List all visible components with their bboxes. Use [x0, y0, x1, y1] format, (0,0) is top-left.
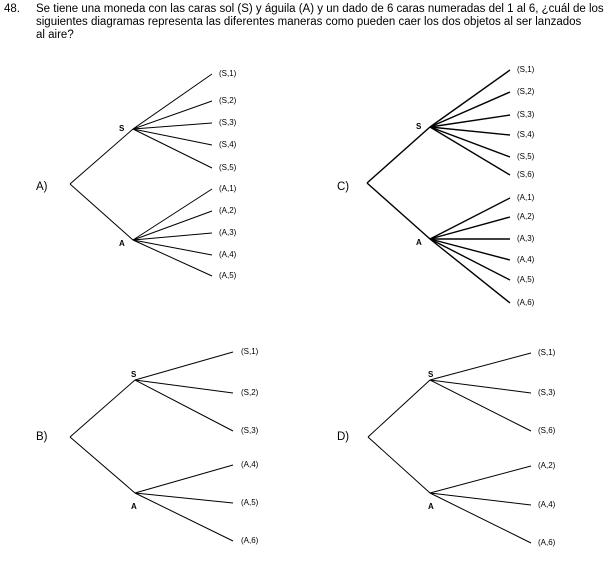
option-d-leaf-label: (A,6)	[538, 538, 556, 547]
option-c-leaf-branch	[429, 126, 511, 176]
question-text: Se tiene una moneda con las caras sol (S…	[36, 3, 610, 42]
option-a-label: A)	[36, 181, 48, 193]
option-a-leaf-branch	[132, 122, 213, 130]
option-a-leaf-label: (S,2)	[219, 96, 237, 105]
option-c-leaf-branch	[429, 238, 511, 281]
question-line-3: al aire?	[36, 29, 74, 41]
option-a-leaf-label: (A,1)	[219, 184, 237, 193]
option-a-leaf-branch	[132, 188, 213, 241]
option-c-leaf-branch	[429, 69, 511, 128]
option-b-branch-a	[69, 436, 136, 494]
option-a-leaf-label: (S,1)	[219, 69, 237, 78]
option-d-branch-a	[367, 436, 431, 494]
option-c-leaf-label: (A,1)	[517, 193, 535, 202]
option-c-branch-s	[366, 126, 431, 184]
option-c-leaf-branch	[429, 126, 511, 158]
option-d-branch-s	[367, 379, 431, 438]
option-c-leaf-label: (A,5)	[517, 275, 535, 284]
option-d-leaf-branch	[429, 379, 532, 432]
question-line-1: Se tiene una moneda con las caras sol (S…	[36, 3, 604, 15]
option-a-node-a: A	[119, 239, 125, 248]
option-b-node-a: A	[131, 502, 137, 511]
option-b-leaf-branch	[134, 492, 234, 542]
option-a-leaf-label: (S,3)	[219, 118, 237, 127]
option-b-leaf-branch	[134, 351, 234, 381]
option-c-leaf-label: (A,2)	[517, 212, 535, 221]
option-d-leaf-branch	[429, 379, 532, 394]
option-a-leaf-label: (S,5)	[219, 163, 237, 172]
option-b-leaf-label: (S,2)	[241, 388, 259, 397]
option-d-leaf-branch	[429, 492, 532, 544]
option-c-leaf-label: (S,5)	[517, 152, 535, 161]
option-d-leaf-branch	[429, 465, 532, 494]
option-a-leaf-branch	[132, 128, 213, 146]
option-a-leaf-branch	[132, 100, 213, 130]
option-a-leaf-branch	[132, 232, 213, 241]
option-b-node-s: S	[131, 370, 137, 379]
option-c-leaf-label: (A,3)	[517, 234, 535, 243]
option-c-node-s: S	[416, 122, 422, 131]
option-a-leaf-branch	[132, 73, 213, 130]
option-a-leaf-label: (S,4)	[219, 140, 237, 149]
option-c-branch-a	[366, 182, 431, 240]
option-c-leaf-branch	[429, 126, 511, 136]
option-c-leaf-label: (S,1)	[517, 65, 535, 74]
option-c-leaf-branch	[429, 114, 511, 128]
option-d-leaf-label: (A,2)	[538, 461, 556, 470]
option-c-node-a: A	[416, 238, 422, 247]
option-d-node-a: A	[428, 502, 434, 511]
option-a-leaf-label: (A,4)	[219, 250, 237, 259]
option-a-branch-a	[69, 183, 134, 241]
option-a-leaf-label: (A,5)	[219, 271, 237, 280]
option-b-leaf-label: (S,3)	[241, 426, 259, 435]
option-c-leaf-label: (S,2)	[517, 87, 535, 96]
option-b-leaf-branch	[134, 379, 234, 394]
option-a-leaf-label: (A,2)	[219, 206, 237, 215]
option-c-leaf-branch	[429, 216, 511, 240]
option-d-node-s: S	[428, 370, 434, 379]
option-b-leaf-branch	[134, 379, 234, 432]
option-b-leaf-label: (A,5)	[241, 498, 259, 507]
option-c-leaf-branch	[429, 91, 511, 128]
option-b-leaf-branch	[134, 464, 234, 494]
option-a-node-s: S	[119, 124, 125, 133]
option-a-branch-s	[69, 128, 134, 185]
question-number: 48.	[4, 3, 20, 15]
option-d-leaf-label: (A,4)	[538, 500, 556, 509]
option-b-label: B)	[36, 431, 48, 443]
option-a-leaf-branch	[132, 239, 213, 256]
option-c-leaf-label: (A,6)	[517, 298, 535, 307]
option-d-leaf-branch	[429, 492, 532, 506]
option-b-branch-s	[69, 379, 136, 438]
option-c-label: C)	[337, 181, 349, 193]
option-b-leaf-branch	[134, 492, 234, 504]
option-c-leaf-label: (S,6)	[517, 170, 535, 179]
option-d-leaf-label: (S,3)	[538, 388, 556, 397]
option-a-leaf-label: (A,3)	[219, 228, 237, 237]
option-a-leaf-branch	[132, 239, 213, 277]
option-b-leaf-label: (A,4)	[241, 460, 259, 469]
option-c-leaf-label: (A,4)	[517, 255, 535, 264]
option-c-leaf-branch	[429, 238, 511, 261]
option-c-leaf-branch	[429, 238, 511, 304]
option-a-leaf-branch	[132, 128, 213, 169]
option-d-leaf-label: (S,1)	[538, 348, 556, 357]
option-c-leaf-branch	[429, 197, 511, 240]
option-b-leaf-label: (S,1)	[241, 347, 259, 356]
option-d-leaf-branch	[429, 352, 532, 381]
option-d-label: D)	[337, 431, 349, 443]
question-line-2: siguientes diagramas representa las dife…	[36, 16, 582, 28]
option-c-leaf-label: (S,4)	[517, 130, 535, 139]
option-a-leaf-branch	[132, 210, 213, 241]
option-c-leaf-label: (S,3)	[517, 110, 535, 119]
option-b-leaf-label: (A,6)	[241, 536, 259, 545]
option-d-leaf-label: (S,6)	[538, 426, 556, 435]
